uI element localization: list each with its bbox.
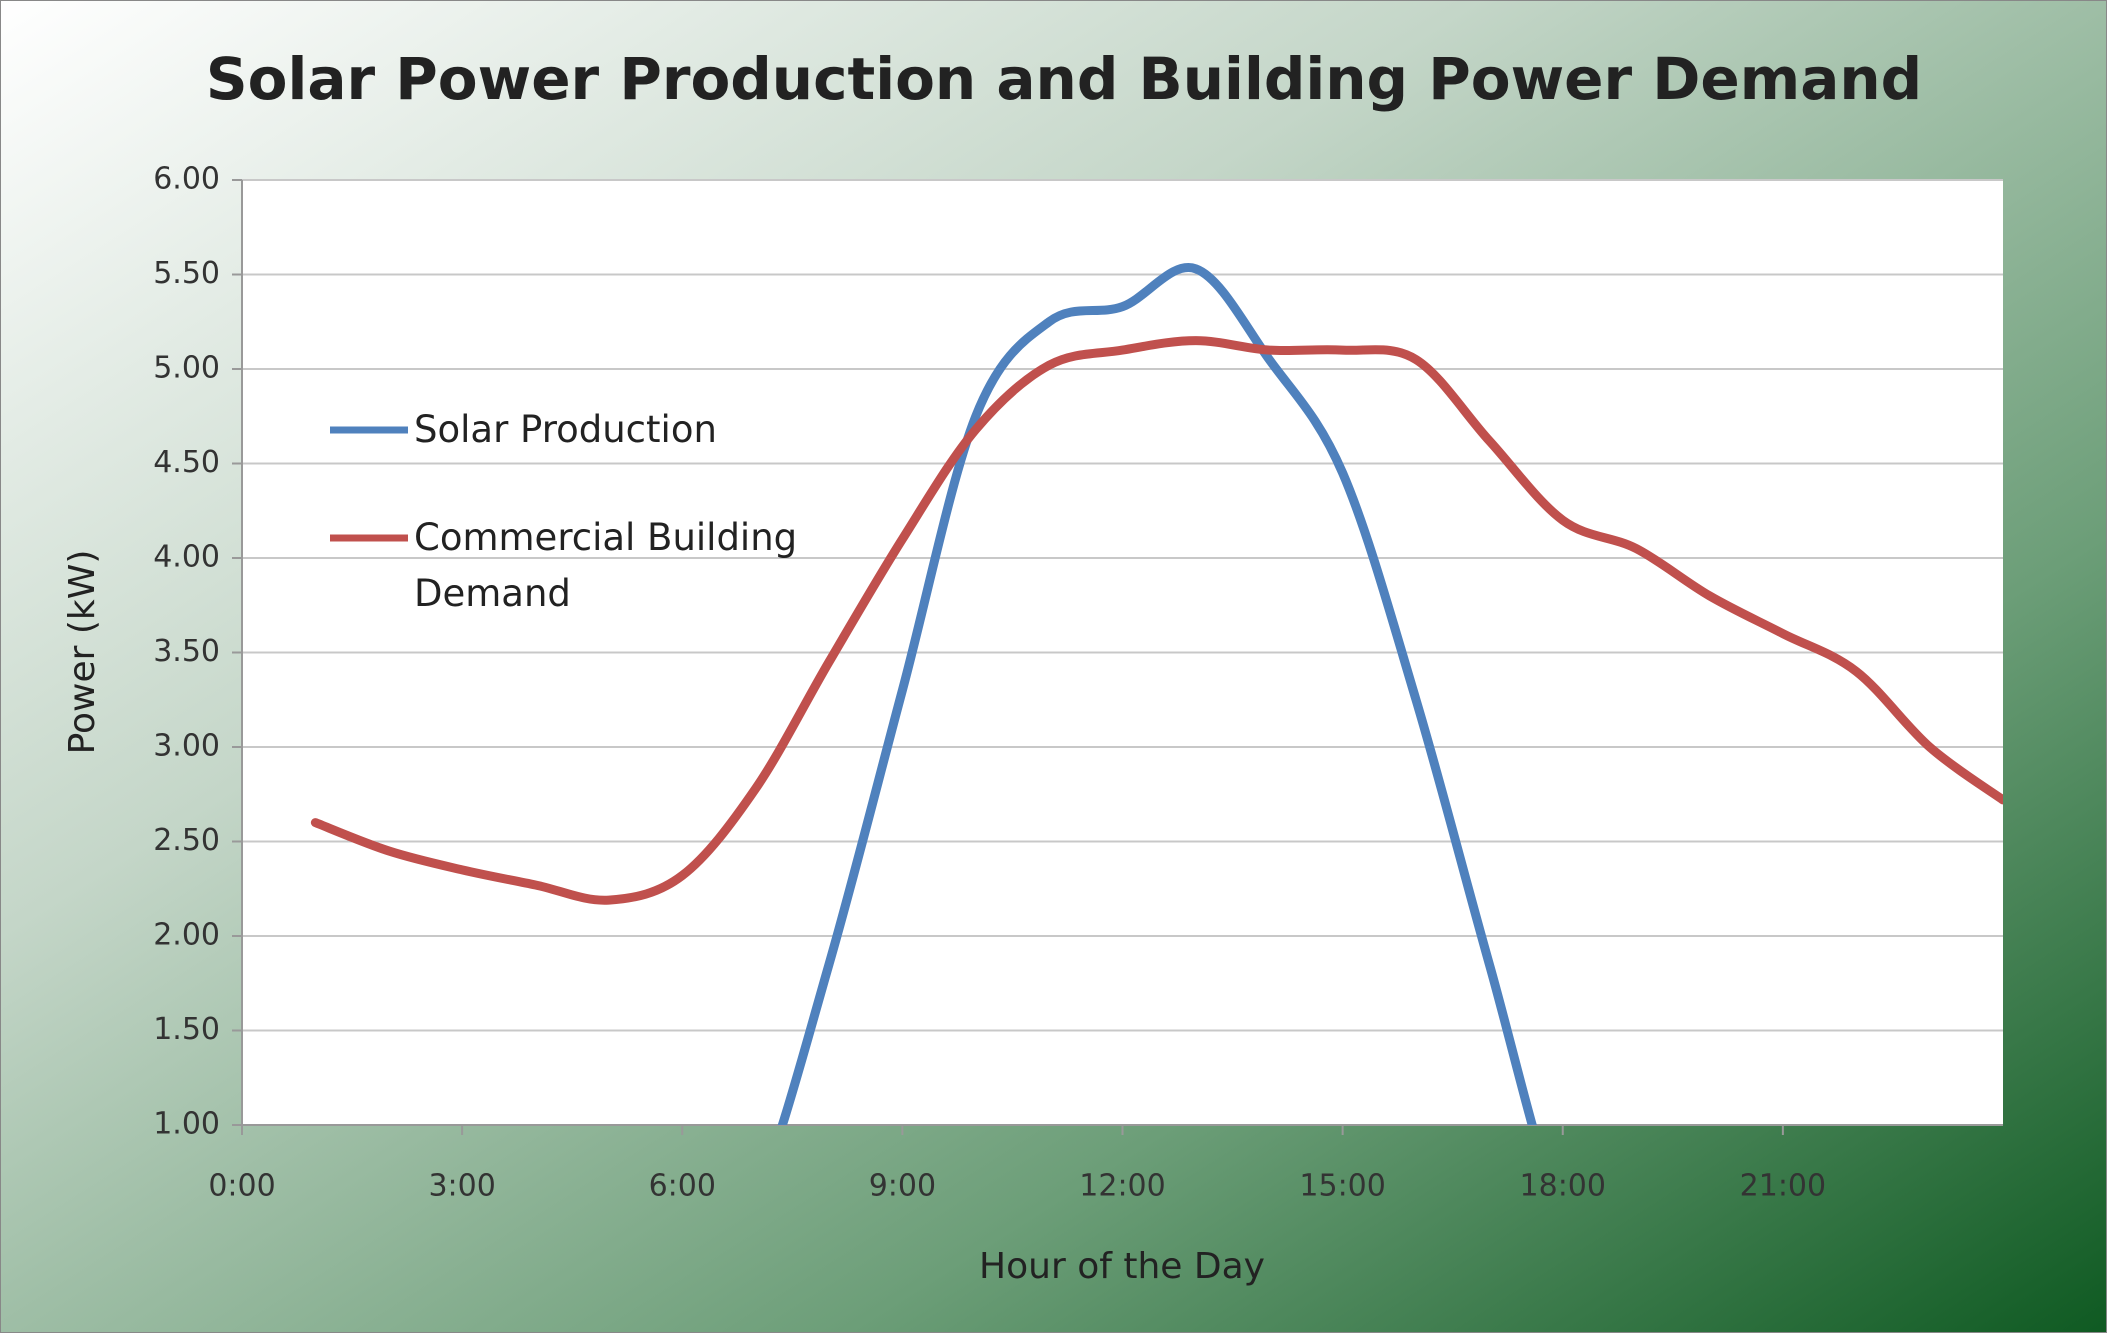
series-line <box>777 263 1537 1125</box>
y-tick-label: 4.50 <box>153 445 220 480</box>
chart-title: Solar Power Production and Building Powe… <box>206 45 1922 113</box>
y-tick-label: 1.50 <box>153 1012 220 1047</box>
x-tick-label: 18:00 <box>1520 1169 1606 1204</box>
y-tick-label: 4.00 <box>153 540 220 575</box>
y-tick-label: 1.00 <box>153 1107 220 1142</box>
y-tick-label: 6.00 <box>153 162 220 197</box>
x-tick-label: 0:00 <box>208 1169 275 1204</box>
y-tick-label: 5.50 <box>153 256 220 291</box>
x-tick-label: 12:00 <box>1079 1169 1165 1204</box>
plot-lines <box>310 263 2003 1125</box>
x-tick-label: 3:00 <box>428 1169 495 1204</box>
legend-label: Solar Production <box>414 408 717 451</box>
x-tick-label: 9:00 <box>869 1169 936 1204</box>
y-tick-label: 3.00 <box>153 729 220 764</box>
y-tick-label: 5.00 <box>153 351 220 386</box>
y-tick-label: 2.00 <box>153 918 220 953</box>
x-tick-label: 15:00 <box>1299 1169 1385 1204</box>
y-tick-label: 3.50 <box>153 634 220 669</box>
x-axis-label: Hour of the Day <box>979 1246 1265 1287</box>
x-tick-label: 6:00 <box>649 1169 716 1204</box>
y-axis-label: Power (kW) <box>62 550 103 755</box>
legend-label: Commercial Building Demand <box>414 516 798 615</box>
y-tick-label: 2.50 <box>153 823 220 858</box>
x-tick-label: 21:00 <box>1740 1169 1826 1204</box>
series-line <box>310 336 2003 905</box>
